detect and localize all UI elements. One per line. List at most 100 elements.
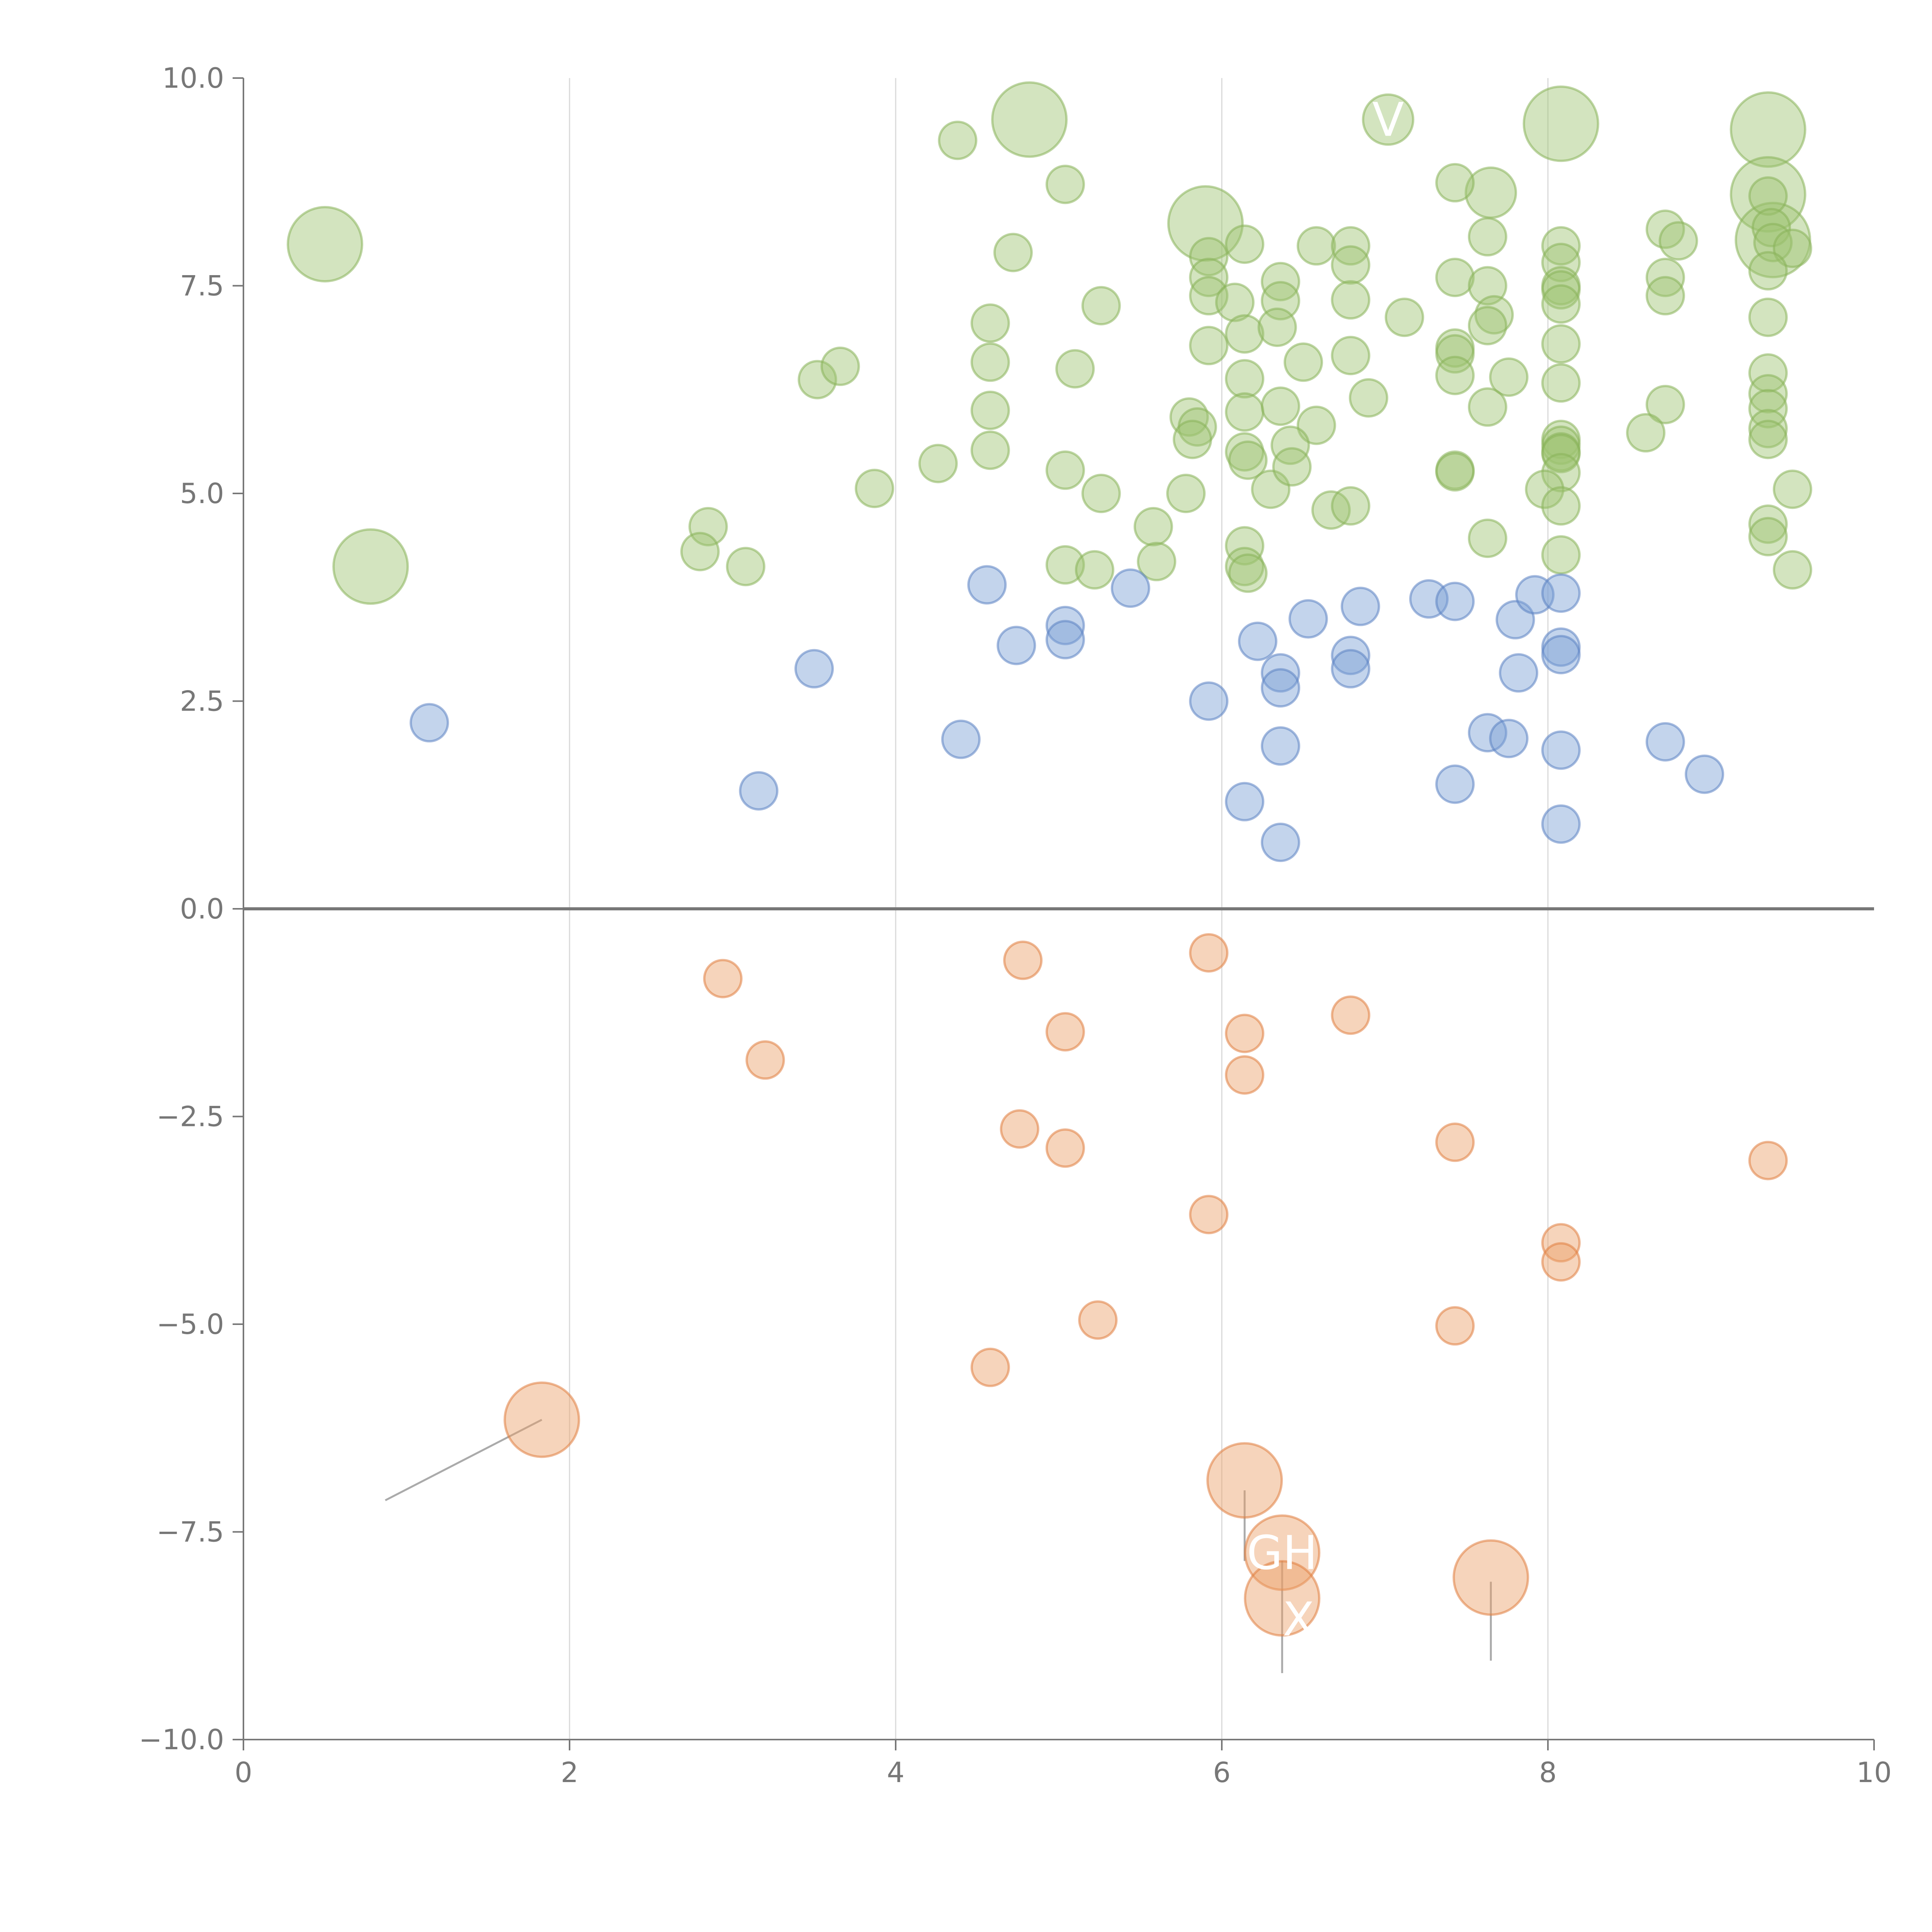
- blue-bubble: [1238, 621, 1277, 661]
- green-bubble: [1626, 413, 1666, 453]
- green-bubble: [1474, 295, 1514, 335]
- green-bubble: [1658, 221, 1698, 261]
- green-bubble: [1045, 545, 1085, 585]
- orange-bubble: [1244, 1514, 1321, 1591]
- green-bubble: [1748, 409, 1788, 449]
- green-bubble: [1225, 314, 1265, 354]
- y-tick-label: −7.5: [156, 1516, 224, 1548]
- blue-bubble: [1541, 730, 1581, 770]
- blue-bubble: [1045, 620, 1085, 660]
- x-tick-label: 2: [561, 1756, 578, 1789]
- green-bubble: [918, 444, 958, 483]
- green-bubble: [1331, 245, 1371, 285]
- green-bubble: [1748, 374, 1788, 413]
- green-bubble: [1045, 165, 1085, 204]
- blue-bubble: [941, 719, 981, 759]
- green-bubble: [1541, 284, 1581, 324]
- green-bubble: [1331, 336, 1371, 376]
- green-bubble: [1189, 276, 1229, 316]
- blue-bubble: [967, 565, 1007, 605]
- green-bubble: [1225, 392, 1265, 432]
- green-bubble: [855, 469, 895, 509]
- green-bubble: [1189, 326, 1229, 366]
- blue-bubble: [1260, 823, 1300, 862]
- orange-bubble: [1225, 1014, 1265, 1053]
- axes: 0 2 4 6 8 10 10.0 7.5 5.0 2.5 0.0 −2.5 −5.0 −7.5 −10.0: [139, 62, 1891, 1789]
- green-bubble: [1228, 553, 1268, 593]
- green-bubble: [688, 507, 728, 546]
- green-bubble: [1296, 405, 1336, 445]
- green-bubble: [798, 360, 837, 400]
- green-bubble: [1748, 420, 1788, 459]
- green-bubble: [1730, 91, 1806, 168]
- green-bubble: [1541, 453, 1581, 493]
- green-bubble: [1435, 163, 1475, 202]
- green-bubble: [1748, 517, 1788, 556]
- blue-bubble: [997, 626, 1036, 665]
- green-bubble: [1137, 542, 1177, 582]
- orange-bubble: [1225, 1055, 1265, 1095]
- green-bubble: [1384, 298, 1424, 337]
- x-tick-label: 8: [1539, 1756, 1557, 1789]
- green-bubble: [1081, 286, 1121, 326]
- green-bubble: [1225, 359, 1265, 399]
- green-bubble: [1468, 519, 1507, 558]
- orange-bubble: [703, 959, 743, 998]
- orange-bubble: [1206, 1442, 1283, 1519]
- green-bubble: [1541, 324, 1581, 364]
- blue-bubble: [1541, 573, 1581, 613]
- y-tick-label: 5.0: [180, 477, 224, 510]
- green-bubble: [1167, 185, 1244, 262]
- green-bubble: [1541, 226, 1581, 266]
- green-bubble: [1748, 251, 1788, 291]
- green-bubble: [1055, 349, 1095, 389]
- green-bubble: [1284, 342, 1323, 382]
- green-bubble: [1468, 387, 1507, 427]
- green-bubble: [1522, 85, 1599, 162]
- orange-bubble: [1078, 1300, 1118, 1340]
- blue-bubble: [1189, 681, 1229, 721]
- green-bubble: [1215, 282, 1255, 322]
- orange-bubble: [745, 1040, 785, 1080]
- blue-bubble: [1340, 587, 1380, 626]
- green-bubble: [1468, 266, 1507, 306]
- x-tick-label: 4: [887, 1756, 905, 1789]
- green-bubble: [1645, 276, 1685, 316]
- y-tick-label: −10.0: [139, 1723, 224, 1756]
- blue-bubble: [1499, 653, 1539, 693]
- blue-bubble: [1685, 754, 1725, 794]
- x-tick-label: 10: [1856, 1756, 1892, 1789]
- green-bubble: [1257, 308, 1297, 347]
- orange-bubble: [1189, 933, 1229, 973]
- green-bubble: [1349, 378, 1388, 418]
- green-bubble: [1296, 226, 1336, 266]
- green-bubble: [970, 430, 1010, 470]
- green-bubble: [1435, 334, 1475, 374]
- green-bubble: [970, 303, 1010, 343]
- blue-bubble: [1260, 653, 1300, 693]
- y-tick-label: 0.0: [180, 893, 224, 925]
- green-bubble: [1225, 547, 1265, 587]
- green-bubble: [1228, 440, 1268, 480]
- blue-bubble: [1331, 636, 1371, 675]
- bubble-label: X: [1282, 1593, 1314, 1646]
- green-bubble: [1260, 386, 1300, 426]
- orange-bubble: [1435, 1122, 1475, 1162]
- green-bubble: [1133, 507, 1173, 546]
- green-bubble: [1541, 243, 1581, 282]
- green-bubble: [1362, 93, 1415, 146]
- green-bubble: [680, 532, 720, 571]
- green-bubble: [1189, 237, 1229, 277]
- bubble-labels: GH X V: [1247, 94, 1404, 1647]
- green-bubble: [1468, 217, 1507, 257]
- green-bubble: [1541, 486, 1581, 526]
- blue-bubble: [739, 771, 779, 811]
- green-bubble: [1748, 176, 1788, 216]
- green-bubble: [1730, 156, 1806, 233]
- blue-bubble: [410, 703, 449, 743]
- green-bubble: [1311, 490, 1351, 530]
- green-bubble: [287, 206, 363, 282]
- green-bubble: [1166, 474, 1206, 513]
- green-bubble: [1435, 355, 1475, 395]
